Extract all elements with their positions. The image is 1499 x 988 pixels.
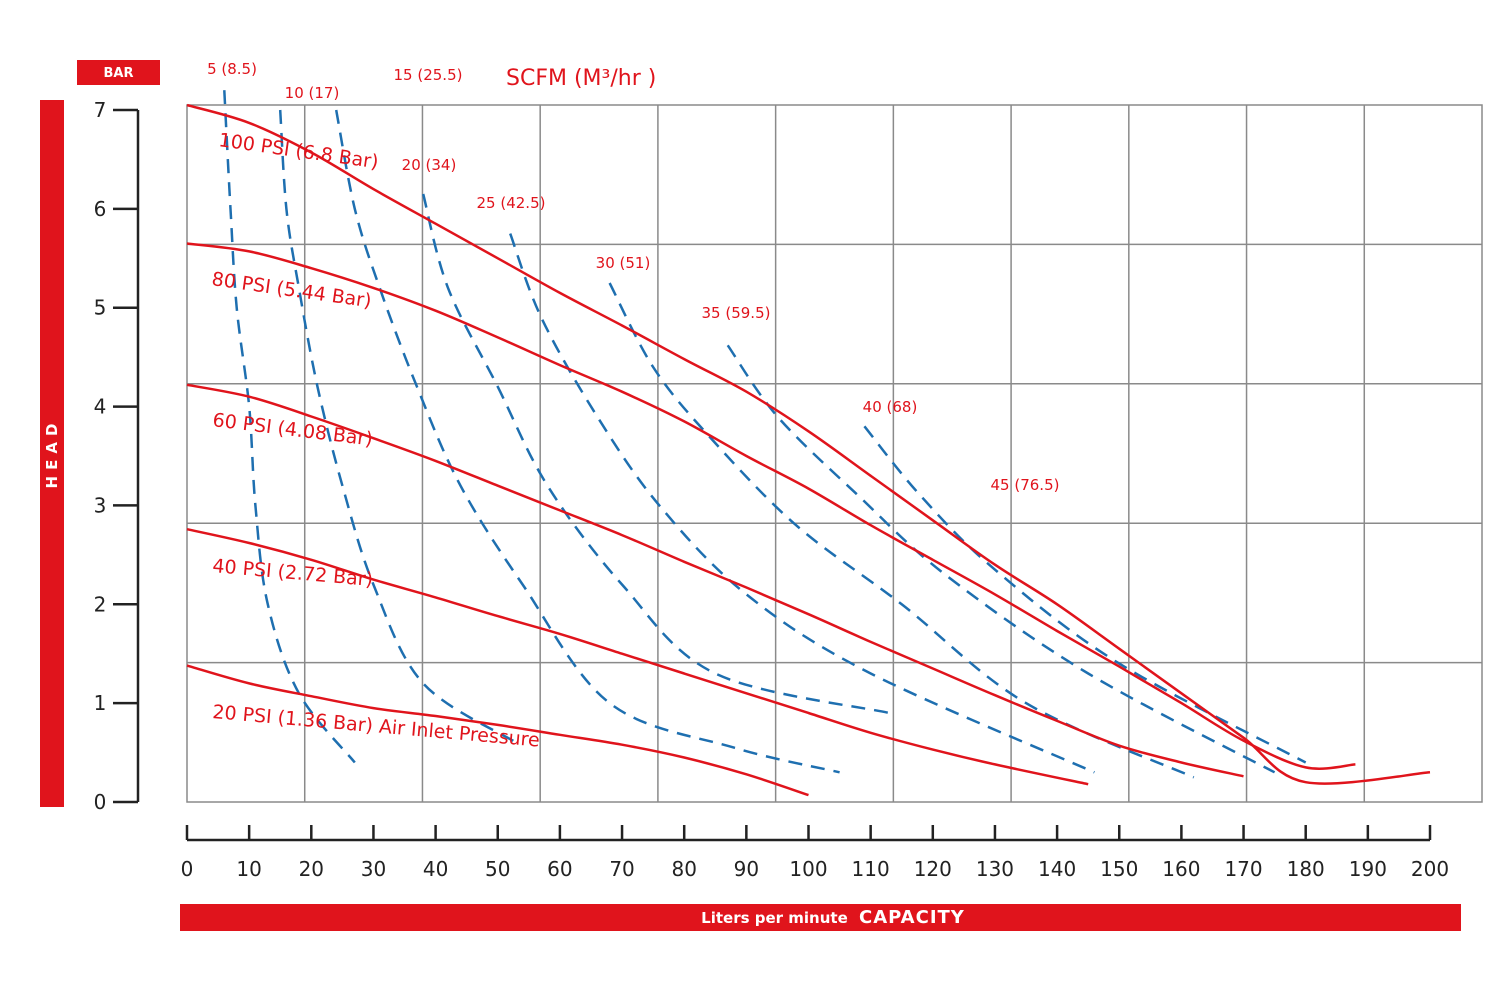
y-tick-label: 4 — [94, 395, 107, 419]
pressure-curves — [186, 103, 1431, 797]
pressure-curve — [186, 664, 809, 797]
flow-curve-label: 45 (76.5) — [991, 476, 1060, 494]
x-tick-label: 90 — [734, 857, 759, 881]
plot-frame — [186, 104, 1483, 803]
x-tick-label: 150 — [1100, 857, 1138, 881]
x-tick-label: 140 — [1038, 857, 1076, 881]
y-tick-label: 1 — [94, 691, 107, 715]
flow-curve-label: 15 (25.5) — [394, 66, 463, 84]
flow-curve-label: 10 (17) — [285, 84, 340, 102]
x-tick-label: 80 — [671, 857, 696, 881]
curve-labels: 5 (8.5) 10 (17) 15 (25.5) 20 (34) 25 (42.5) 3… — [207, 60, 1059, 752]
x-tick-label: 0 — [181, 857, 194, 881]
grid — [186, 104, 1483, 803]
y-tick-label: 7 — [94, 98, 107, 122]
x-axis-label-prefix: Liters per minute — [701, 909, 848, 927]
flow-curve-label: 40 (68) — [863, 398, 918, 416]
x-tick-label: 70 — [609, 857, 634, 881]
x-tick-label: 30 — [361, 857, 386, 881]
pressure-curve — [186, 103, 1431, 785]
y-axis-label: HEAD — [43, 418, 61, 489]
flow-title: SCFM (M³/hr ) — [506, 66, 656, 91]
x-tick-label: 60 — [547, 857, 572, 881]
x-tick-label: 100 — [789, 857, 827, 881]
flow-curve — [509, 233, 1095, 774]
pressure-curve-label: 100 PSI (6.8 Bar) — [217, 129, 380, 173]
flow-curve — [421, 193, 890, 715]
x-axis-label: Liters per minute CAPACITY — [701, 907, 965, 928]
flow-curve — [608, 282, 1195, 779]
pressure-curve-label: 40 PSI (2.72 Bar) — [212, 555, 374, 591]
x-tick-label: 200 — [1411, 857, 1449, 881]
x-tick-label: 190 — [1349, 857, 1387, 881]
y-tick-label: 0 — [94, 790, 107, 814]
x-tick-label: 10 — [236, 857, 261, 881]
pressure-curve — [186, 242, 1356, 770]
y-unit-label: BAR — [104, 66, 134, 81]
capacity-axis-bar — [180, 904, 1461, 931]
x-tick-label: 20 — [299, 857, 324, 881]
flow-curves — [223, 90, 1307, 779]
flow-curve — [726, 344, 1276, 774]
x-tick-label: 130 — [976, 857, 1014, 881]
bar-unit-badge — [77, 60, 160, 85]
x-tick-label: 160 — [1162, 857, 1200, 881]
x-tick-label: 110 — [852, 857, 890, 881]
x-tick-label: 120 — [914, 857, 952, 881]
pressure-curve-label: 60 PSI (4.08 Bar) — [211, 409, 374, 450]
pressure-curve — [186, 527, 1089, 786]
x-tick-label: 180 — [1287, 857, 1325, 881]
flow-curve-label: 30 (51) — [596, 254, 651, 272]
flow-curve — [863, 425, 1307, 764]
pressure-curve — [186, 383, 1244, 778]
x-tick-label: 40 — [423, 857, 448, 881]
head-axis-bar — [40, 100, 64, 807]
y-tick-label: 3 — [94, 493, 107, 517]
flow-curve-label: 20 (34) — [402, 156, 457, 174]
x-tick-label: 170 — [1224, 857, 1262, 881]
flow-curve-label: 25 (42.5) — [477, 194, 546, 212]
y-tick-label: 5 — [94, 296, 107, 320]
pressure-curve-label: 80 PSI (5.44 Bar) — [210, 268, 373, 312]
flow-curve-label: 5 (8.5) — [207, 60, 257, 78]
flow-curve-label: 35 (59.5) — [702, 304, 771, 322]
x-axis-label-main: CAPACITY — [859, 907, 965, 928]
y-tick-label: 6 — [94, 197, 107, 221]
y-tick-label: 2 — [94, 592, 107, 616]
x-tick-label: 50 — [485, 857, 510, 881]
flow-curve — [223, 90, 356, 764]
